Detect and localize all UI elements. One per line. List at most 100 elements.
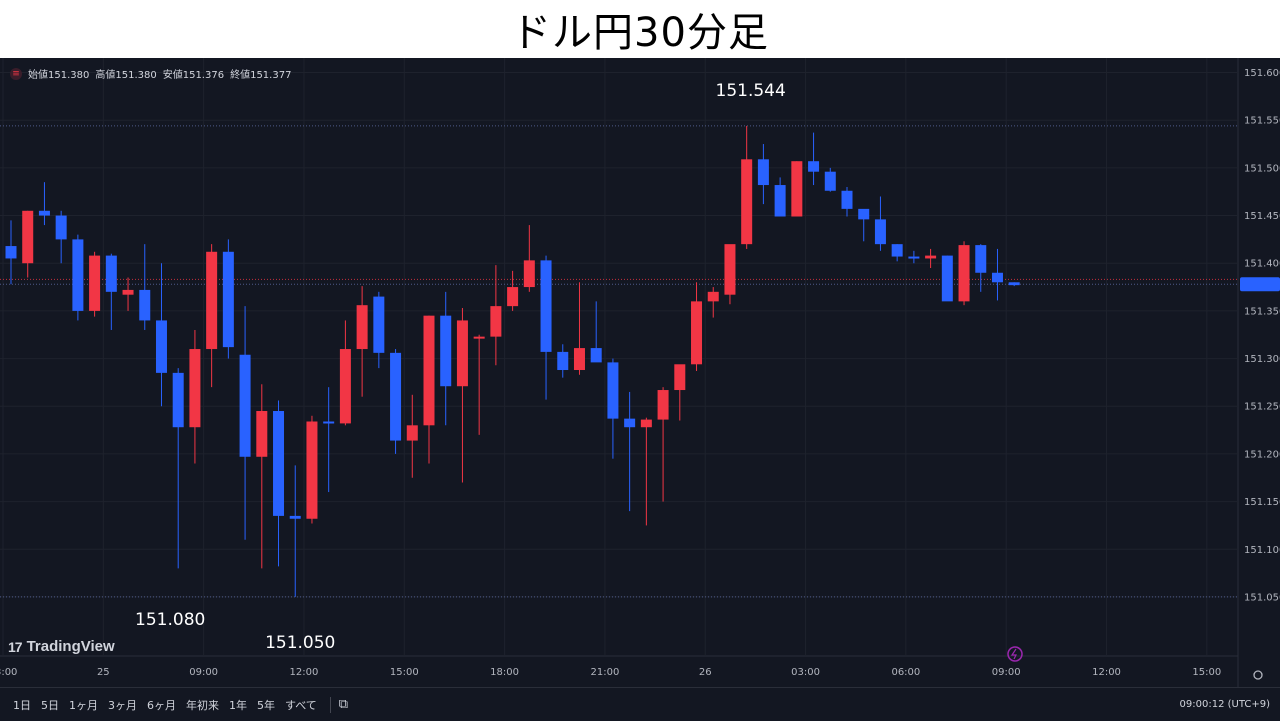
- candle-body[interactable]: [824, 171, 836, 191]
- y-tick-label: 151.500: [1244, 163, 1280, 174]
- timeframe-all[interactable]: すべて: [285, 698, 317, 712]
- timeframe-3m[interactable]: 3ヶ月: [108, 698, 137, 712]
- replay-icon[interactable]: [1007, 646, 1023, 662]
- candle-body[interactable]: [239, 354, 251, 457]
- candle-body[interactable]: [72, 239, 84, 311]
- chart-area[interactable]: 151.600 151.550 151.500 151.450 151.400 151.3…: [0, 58, 1280, 720]
- candle-body[interactable]: [507, 287, 519, 307]
- candle-body[interactable]: [423, 315, 435, 426]
- ohlc-high: 高値151.380: [95, 70, 157, 81]
- candle-body[interactable]: [306, 421, 318, 519]
- ohlc-low: 安値151.376: [162, 70, 225, 81]
- candle-body[interactable]: [657, 390, 669, 420]
- x-tick-label: 03:00: [0, 667, 17, 678]
- candle-body[interactable]: [206, 251, 218, 350]
- candle-body[interactable]: [757, 159, 769, 186]
- timeframe-6m[interactable]: 6ヶ月: [147, 698, 176, 712]
- candle-body[interactable]: [991, 272, 1003, 283]
- ohlc-open: 始値151.380: [28, 70, 90, 81]
- candle-body[interactable]: [490, 306, 502, 337]
- annotation-low-1: 151.080: [135, 610, 205, 630]
- candle-body[interactable]: [172, 372, 184, 428]
- candle-body[interactable]: [724, 244, 736, 295]
- chart-background: [0, 58, 1280, 687]
- annotation-high: 151.544: [716, 81, 786, 101]
- candle-body[interactable]: [774, 185, 786, 217]
- candle-body[interactable]: [958, 245, 970, 302]
- candle-body[interactable]: [38, 210, 50, 216]
- candle-body[interactable]: [440, 315, 452, 387]
- y-tick-label: 151.350: [1244, 306, 1280, 317]
- candle-body[interactable]: [573, 348, 585, 371]
- candle-body[interactable]: [808, 161, 820, 172]
- candle-body[interactable]: [356, 305, 368, 350]
- timeframe-ytd[interactable]: 年初来: [186, 698, 219, 712]
- timeframe-1d[interactable]: 1日: [13, 698, 31, 712]
- clock: 09:00:12 (UTC+9): [1179, 699, 1270, 710]
- candle-body[interactable]: [473, 336, 485, 339]
- candle-body[interactable]: [89, 255, 101, 311]
- candle-body[interactable]: [339, 349, 351, 424]
- candle-body[interactable]: [1008, 282, 1020, 286]
- candle-body[interactable]: [691, 301, 703, 365]
- candle-body[interactable]: [273, 411, 285, 516]
- y-tick-label: 151.550: [1244, 116, 1280, 127]
- candle-body[interactable]: [256, 411, 268, 457]
- candle-body[interactable]: [55, 215, 67, 240]
- menu-icon[interactable]: ≡: [10, 67, 22, 80]
- candle-body[interactable]: [222, 251, 234, 348]
- bottom-toolbar: 1日 5日 1ヶ月 3ヶ月 6ヶ月 年初来 1年 5年 すべて ⧉ 09:00:…: [0, 687, 1280, 721]
- gear-icon[interactable]: [1253, 670, 1263, 680]
- candle-body[interactable]: [557, 351, 569, 371]
- x-tick-label: 25: [97, 667, 110, 678]
- x-tick-label: 09:00: [992, 667, 1021, 678]
- x-tick-label: 06:00: [891, 667, 920, 678]
- candle-body[interactable]: [707, 291, 719, 302]
- candle-body[interactable]: [22, 210, 34, 264]
- candle-body[interactable]: [590, 348, 602, 363]
- timeframe-1y[interactable]: 1年: [229, 698, 247, 712]
- x-tick-label: 21:00: [591, 667, 620, 678]
- candle-body[interactable]: [925, 255, 937, 259]
- candle-body[interactable]: [5, 246, 17, 259]
- candle-body[interactable]: [323, 421, 335, 424]
- candle-body[interactable]: [456, 320, 468, 387]
- candlestick-chart[interactable]: 151.600 151.550 151.500 151.450 151.400 151.3…: [0, 58, 1280, 687]
- candle-body[interactable]: [373, 296, 385, 353]
- timeframe-1m[interactable]: 1ヶ月: [69, 698, 98, 712]
- candle-body[interactable]: [523, 260, 535, 288]
- candle-body[interactable]: [624, 418, 636, 428]
- candle-body[interactable]: [908, 256, 920, 259]
- candle-body[interactable]: [674, 364, 686, 391]
- timeframe-5y[interactable]: 5年: [257, 698, 275, 712]
- x-tick-label: 26: [699, 667, 712, 678]
- candle-body[interactable]: [406, 425, 418, 441]
- candle-body[interactable]: [122, 289, 134, 295]
- candle-body[interactable]: [941, 255, 953, 302]
- candle-body[interactable]: [741, 159, 753, 245]
- timeframe-5d[interactable]: 5日: [41, 698, 59, 712]
- tradingview-logo-text: TradingView: [26, 638, 115, 655]
- calendar-range-icon[interactable]: ⧉: [338, 697, 349, 712]
- candle-body[interactable]: [155, 320, 167, 373]
- chart-title: ドル円30分足: [511, 10, 769, 56]
- candle-body[interactable]: [607, 362, 619, 419]
- candle-body[interactable]: [841, 190, 853, 209]
- x-tick-label: 12:00: [1092, 667, 1121, 678]
- candle-body[interactable]: [540, 260, 552, 352]
- candle-body[interactable]: [874, 219, 886, 245]
- candle-body[interactable]: [891, 244, 903, 257]
- candle-body[interactable]: [189, 349, 201, 428]
- tradingview-logo[interactable]: 17 TradingView: [8, 638, 115, 655]
- y-tick-label: 151.250: [1244, 402, 1280, 413]
- candle-body[interactable]: [390, 352, 402, 441]
- replay-bolt-icon: [1010, 648, 1017, 660]
- candle-body[interactable]: [105, 255, 117, 292]
- candle-body[interactable]: [640, 419, 652, 428]
- candle-body[interactable]: [858, 208, 870, 220]
- candle-body[interactable]: [139, 289, 151, 321]
- candle-body[interactable]: [791, 161, 803, 217]
- y-tick-label: 151.600: [1244, 68, 1280, 79]
- candle-body[interactable]: [975, 245, 987, 273]
- candle-body[interactable]: [289, 515, 301, 519]
